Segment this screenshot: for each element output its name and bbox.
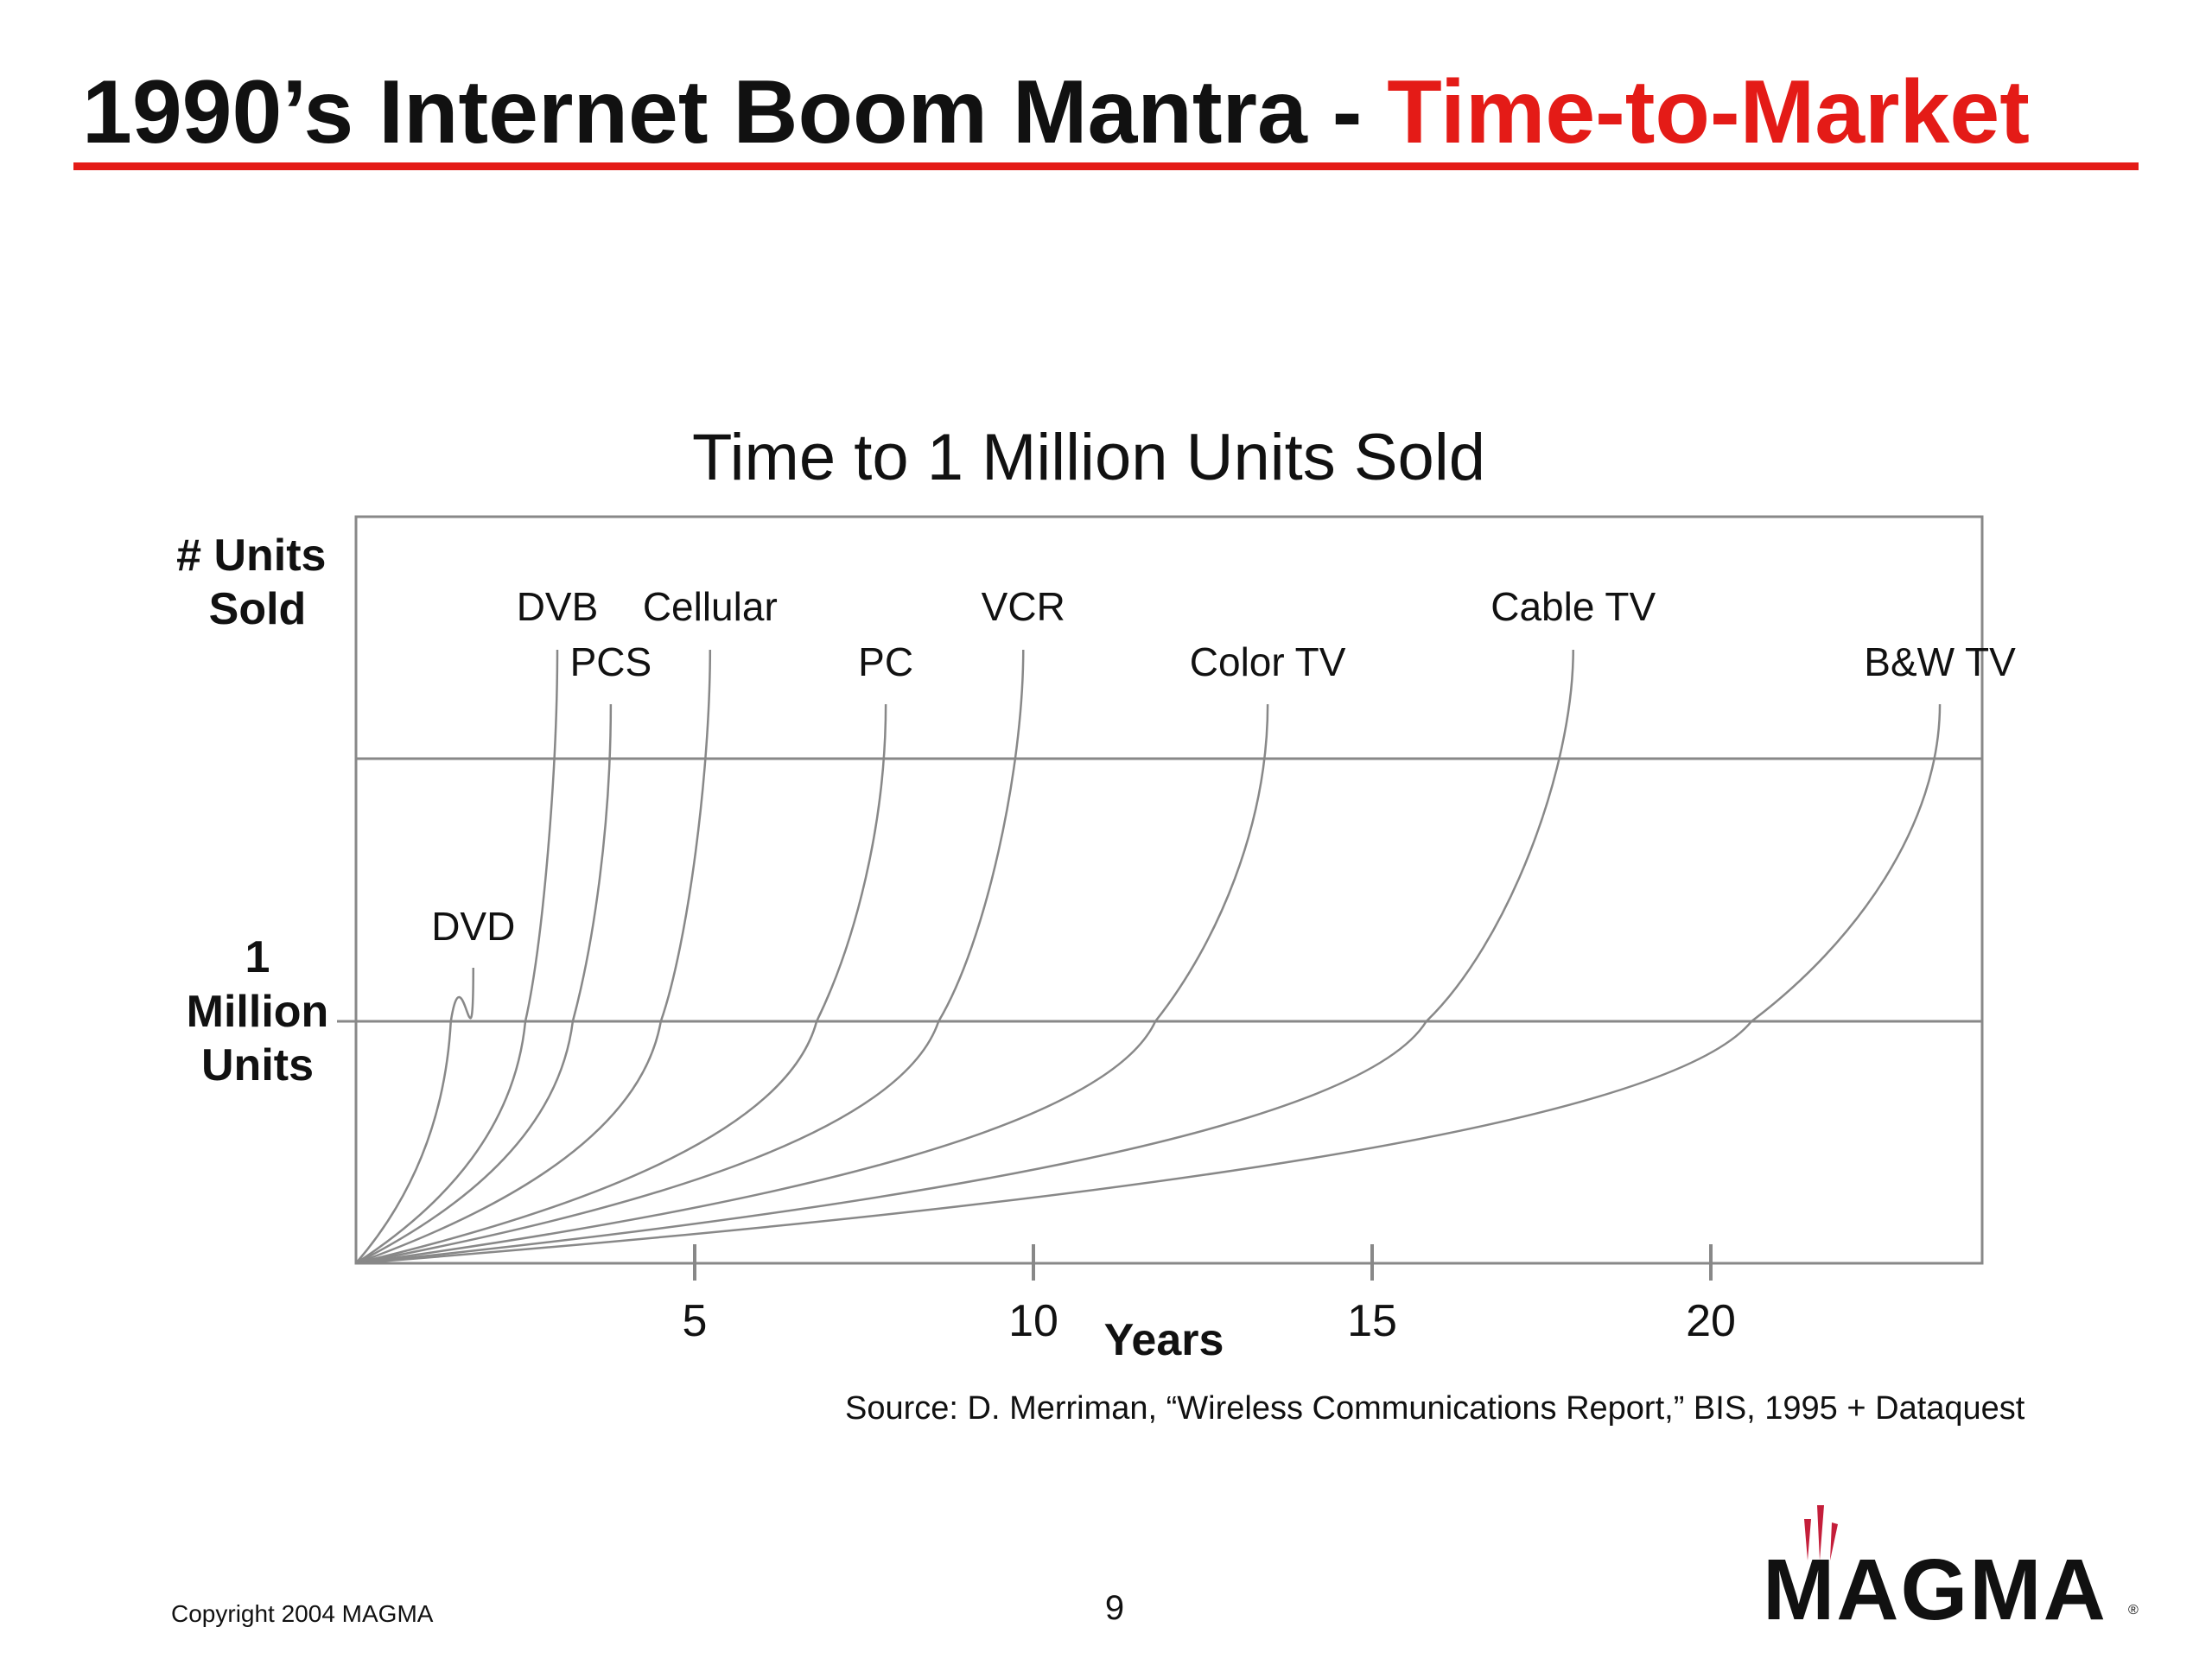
slide-title-accent: Time-to-Market	[1387, 62, 2030, 162]
curve-color-tv	[355, 703, 1269, 1265]
series-label-pc: PC	[858, 639, 913, 684]
curve-dvd	[355, 967, 475, 1264]
series-label-cellular: Cellular	[643, 584, 778, 629]
title-underline	[73, 162, 2139, 170]
copyright: Copyright 2004 MAGMA	[171, 1600, 434, 1627]
plot-frame	[354, 515, 1984, 1265]
slide-title: 1990’s Internet Boom Mantra - Time-to-Ma…	[82, 48, 2156, 177]
series-label-color-tv: Color TV	[1190, 639, 1346, 684]
y-axis-title-line-1: # Units	[176, 531, 326, 581]
curve-cellular	[355, 649, 712, 1265]
page-number: 9	[1104, 1589, 1125, 1627]
logo-wordmark: MAGMA	[1763, 1541, 2107, 1638]
adoption-curves	[355, 649, 1942, 1265]
series-label-cable-tv: Cable TV	[1491, 584, 1656, 629]
x-axis-title: Years	[1104, 1315, 1224, 1365]
x-axis-tick-labels: 5 10 15 20	[683, 1296, 1736, 1346]
y-axis-title: # Units Sold	[176, 531, 339, 634]
curve-vcr	[355, 649, 1025, 1265]
x-tick-label-20: 20	[1686, 1296, 1736, 1346]
x-tick-label-15: 15	[1347, 1296, 1397, 1346]
x-axis-ticks	[693, 1244, 1713, 1281]
million-units-label-line-2: Million	[187, 987, 329, 1037]
series-label-vcr: VCR	[982, 584, 1065, 629]
curve-pc	[355, 703, 887, 1265]
chart-title: Time to 1 Million Units Sold	[692, 421, 1485, 494]
million-units-label: 1 Million Units	[187, 932, 329, 1090]
x-tick-label-5: 5	[683, 1296, 708, 1346]
curve-b-w-tv	[355, 703, 1942, 1265]
slide-title-main: 1990’s Internet Boom Mantra -	[82, 62, 1388, 162]
series-label-dvb: DVB	[517, 584, 599, 629]
million-units-label-line-1: 1	[245, 932, 270, 982]
magma-logo: MAGMA ®	[1763, 1502, 2143, 1633]
million-units-label-line-3: Units	[201, 1040, 314, 1090]
series-label-pcs: PCS	[570, 639, 652, 684]
series-label-b-w-tv: B&W TV	[1864, 639, 2016, 684]
series-label-dvd: DVD	[431, 904, 515, 949]
million-units-label-text: 1 Million Units	[187, 932, 329, 1090]
flame-icon	[1804, 1505, 1838, 1560]
series-labels: DVD DVB PCS Cellular PC VCR Color TV Cable TV B&…	[431, 584, 2016, 949]
curve-cable-tv	[355, 649, 1574, 1265]
curve-dvb	[355, 649, 559, 1265]
x-tick-label-10: 10	[1008, 1296, 1058, 1346]
y-axis-title-line-2: Sold	[209, 584, 307, 634]
curve-pcs	[355, 703, 613, 1265]
source-note: Source: D. Merriman, “Wireless Communica…	[845, 1390, 2025, 1427]
registered-mark: ®	[2128, 1603, 2139, 1618]
